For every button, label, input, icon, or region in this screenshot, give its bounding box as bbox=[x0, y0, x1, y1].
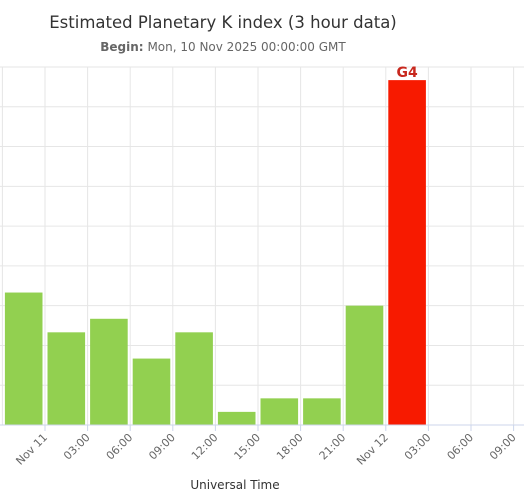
storm-level-label: G4 bbox=[396, 65, 417, 81]
x-tick-label: Nov 12 bbox=[354, 431, 391, 468]
kp-bar bbox=[175, 332, 213, 425]
subtitle-label: Begin: bbox=[100, 40, 144, 54]
kp-bar bbox=[345, 305, 384, 425]
chart-subtitle: Begin: Mon, 10 Nov 2025 00:00:00 GMT bbox=[0, 40, 446, 54]
kp-bar bbox=[132, 358, 171, 425]
x-tick-label: 03:00 bbox=[61, 431, 93, 463]
x-tick-label: 03:00 bbox=[402, 431, 434, 463]
kp-bar bbox=[388, 80, 426, 426]
kp-bar bbox=[47, 332, 86, 425]
x-tick-label: 09:00 bbox=[487, 431, 519, 463]
kp-bar bbox=[90, 318, 128, 425]
chart-title: Estimated Planetary K index (3 hour data… bbox=[49, 13, 397, 32]
kp-bar bbox=[303, 398, 341, 425]
x-tick-label: 09:00 bbox=[146, 431, 178, 463]
x-tick-label: 06:00 bbox=[445, 431, 477, 463]
x-axis-title: Universal Time bbox=[190, 478, 280, 492]
x-tick-label: Nov 11 bbox=[13, 431, 50, 468]
kp-bar bbox=[4, 292, 43, 425]
kp-bar bbox=[260, 398, 299, 425]
x-tick-label: 18:00 bbox=[274, 431, 306, 463]
subtitle-value: Mon, 10 Nov 2025 00:00:00 GMT bbox=[147, 40, 346, 54]
x-tick-label: 06:00 bbox=[104, 431, 136, 463]
x-tick-label: 12:00 bbox=[189, 431, 221, 463]
kp-bar bbox=[217, 411, 256, 425]
x-tick-label: 15:00 bbox=[232, 431, 264, 463]
x-tick-label: 21:00 bbox=[317, 431, 349, 463]
